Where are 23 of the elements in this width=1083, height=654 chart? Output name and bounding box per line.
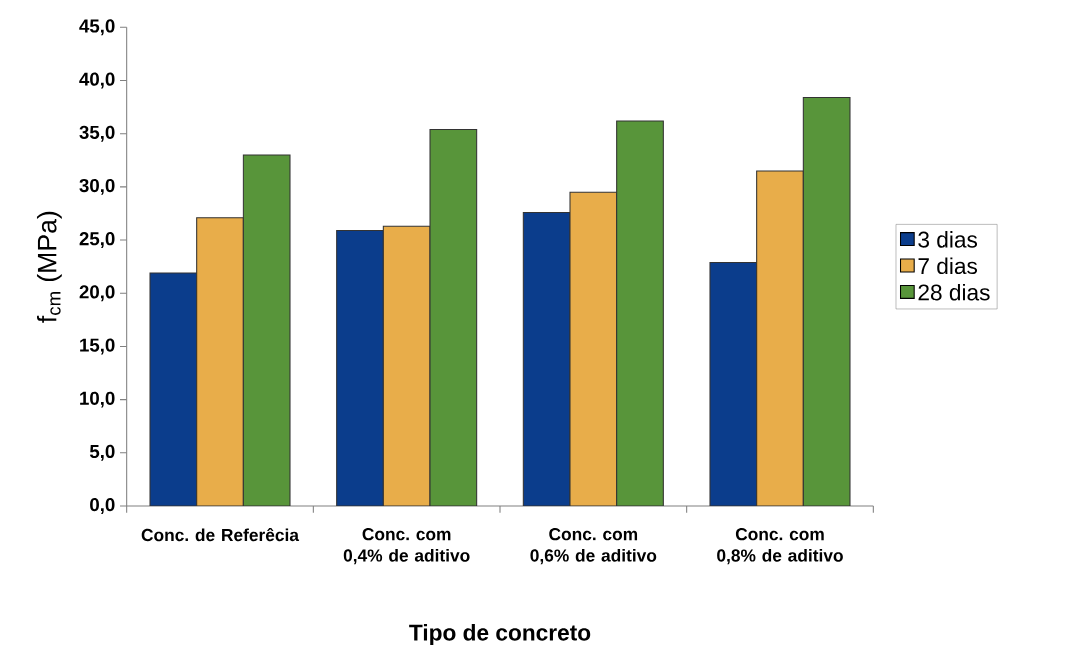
x-tick-label: Conc. de Referêcia [141, 528, 300, 542]
x-axis-title: Tipo de concreto [409, 623, 591, 646]
legend-label: 3 dias [918, 231, 978, 248]
y-tick-label: 5,0 [89, 444, 115, 461]
y-tick-label: 10,0 [80, 391, 115, 408]
x-tick-label: Conc. com 0,6% de aditivo [530, 528, 657, 565]
y-tick-label: 40,0 [79, 72, 115, 89]
y-axis-title: f$_{cm}$ (MPa) [36, 211, 62, 323]
bar [336, 229, 384, 506]
legend-label: 28 dias [918, 283, 990, 301]
bar [709, 261, 758, 506]
y-tick-label: 0,0 [90, 498, 115, 514]
x-tick-label: Conc. com 0,4% de aditivo [343, 528, 470, 565]
y-tick-label: 45,0 [79, 19, 115, 36]
y-tick-label: 30,0 [79, 178, 115, 195]
x-tick-label: Conc. com 0,8% de aditivo [717, 528, 843, 565]
legend-label: 7 dias [918, 257, 978, 275]
bar [149, 272, 198, 506]
y-tick-label: 35,0 [79, 125, 115, 142]
bar [522, 211, 571, 506]
y-tick-label: 25,0 [79, 232, 115, 249]
y-tick-label: 15,0 [80, 338, 115, 355]
y-tick-label: 20,0 [79, 285, 115, 302]
